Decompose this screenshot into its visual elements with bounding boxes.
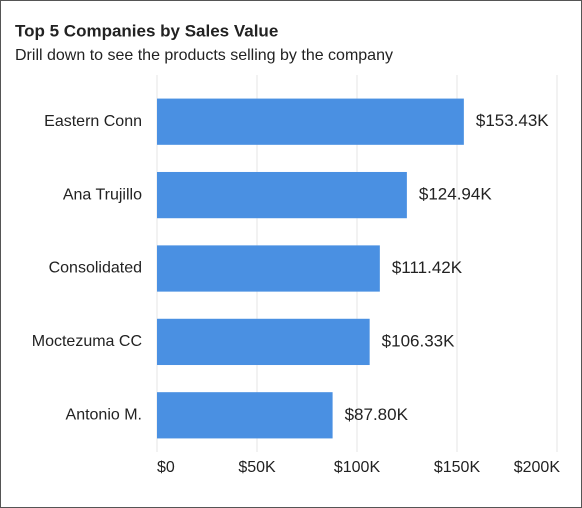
y-tick-label: Ana Trujillo bbox=[63, 186, 142, 203]
bar bbox=[157, 318, 370, 366]
value-label: $124.94K bbox=[419, 185, 492, 204]
x-tick-label: $0 bbox=[157, 459, 175, 476]
y-tick-label: Consolidated bbox=[49, 260, 142, 277]
value-label: $111.42K bbox=[392, 258, 463, 277]
bar bbox=[157, 245, 380, 292]
value-label: $87.80K bbox=[345, 405, 409, 424]
x-tick-label: $200K bbox=[514, 459, 561, 476]
x-tick-label: $150K bbox=[434, 459, 481, 476]
bar bbox=[157, 392, 333, 439]
chart-subtitle: Drill down to see the products selling b… bbox=[15, 47, 393, 64]
value-label: $106.33K bbox=[382, 331, 455, 350]
x-tick-label: $100K bbox=[334, 459, 381, 476]
y-tick-label: Eastern Conn bbox=[44, 113, 142, 130]
y-tick-label: Antonio M. bbox=[66, 407, 142, 424]
chart-title: Top 5 Companies by Sales Value bbox=[15, 21, 278, 40]
bar bbox=[157, 171, 407, 219]
y-tick-label: Moctezuma CC bbox=[32, 333, 142, 350]
value-label: $153.43K bbox=[476, 111, 549, 130]
x-tick-label: $50K bbox=[238, 459, 276, 476]
bar bbox=[157, 98, 464, 145]
